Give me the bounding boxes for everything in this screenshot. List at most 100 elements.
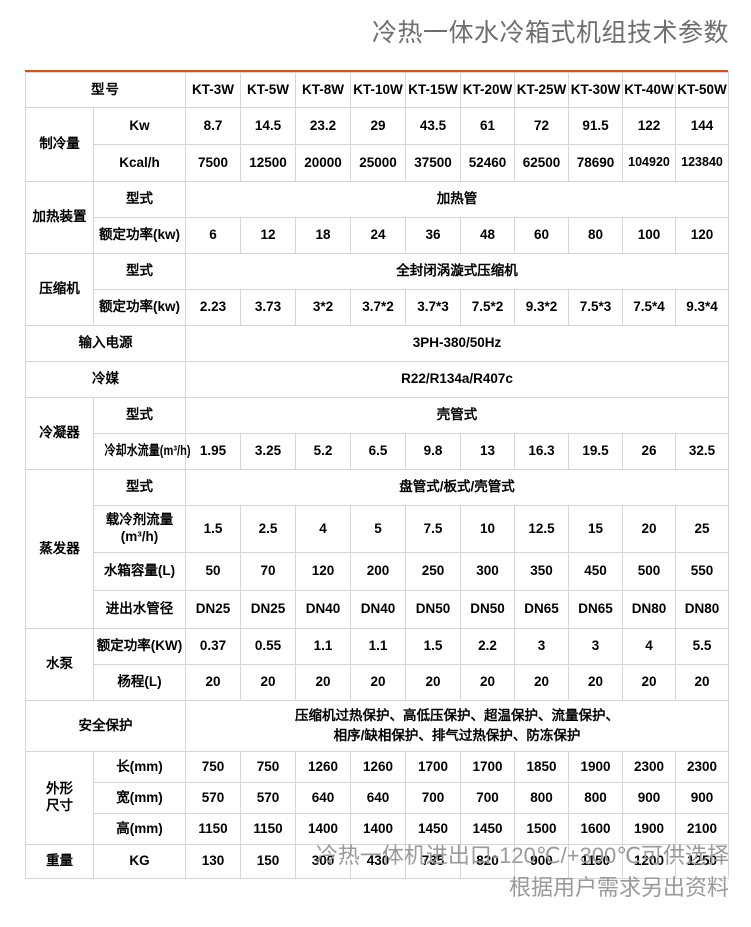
cell-length-7: 1900	[568, 751, 623, 783]
cell-condenser-flow-9: 32.5	[675, 433, 729, 470]
cell-heater-type-merged: 加热管	[185, 181, 729, 218]
group-label-weight: 重量	[25, 844, 94, 879]
cell-evaporator-flow-5: 10	[460, 505, 515, 553]
cell-compressor-power-8: 7.5*4	[622, 289, 676, 326]
table-row-input-power: 输入电源 3PH-380/50Hz	[25, 325, 729, 362]
cell-pump-head-3: 20	[350, 664, 406, 701]
row-label-heater-type: 型式	[93, 181, 186, 218]
table-row-pump-power: 水泵 额定功率(KW) 0.37 0.55 1.1 1.1 1.5 2.2 3 …	[25, 628, 729, 701]
table-row-compressor-power: 额定功率(kw) 2.23 3.73 3*2 3.7*2 3.7*3 7.5*2…	[26, 289, 729, 326]
cell-compressor-power-9: 9.3*4	[675, 289, 729, 326]
cell-condenser-flow-8: 26	[622, 433, 676, 470]
table-row-refrigerant: 冷媒 R22/R134a/R407c	[25, 361, 729, 398]
cell-pump-power-5: 2.2	[460, 628, 515, 665]
cell-height-7: 1600	[568, 813, 623, 845]
cell-condenser-type-merged: 壳管式	[185, 397, 729, 434]
cell-pipe-diameter-6: DN65	[514, 590, 569, 629]
header-model-kt-5w: KT-5W	[240, 72, 296, 108]
cell-compressor-power-4: 3.7*3	[405, 289, 461, 326]
cell-evaporator-flow-1: 2.5	[240, 505, 296, 553]
cell-cooling-kw-1: 14.5	[240, 107, 296, 145]
cell-safety-line2: 相序/缺相保护、排气过热保护、防冻保护	[333, 728, 581, 743]
cell-tank-capacity-6: 350	[514, 552, 569, 591]
cell-safety-merged: 压缩机过热保护、高低压保护、超温保护、流量保护、 相序/缺相保护、排气过热保护、…	[185, 700, 729, 752]
cell-condenser-flow-2: 5.2	[295, 433, 351, 470]
cell-pump-power-7: 3	[568, 628, 623, 665]
cell-compressor-power-2: 3*2	[295, 289, 351, 326]
cell-pump-head-9: 20	[675, 664, 729, 701]
group-label-cooling-capacity: 制冷量	[25, 107, 94, 182]
row-label-weight-kg: KG	[93, 844, 186, 879]
row-label-evaporator-type: 型式	[93, 469, 186, 506]
cell-length-1: 750	[240, 751, 296, 783]
cell-pump-head-8: 20	[622, 664, 676, 701]
row-label-tank-capacity: 水箱容量(L)	[93, 552, 186, 591]
row-label-safety: 安全保护	[25, 700, 186, 752]
cell-width-1: 570	[240, 782, 296, 814]
cell-weight-7: 1150	[568, 844, 623, 879]
row-label-pump-head: 杨程(L)	[93, 664, 186, 701]
cell-evaporator-flow-7: 15	[568, 505, 623, 553]
table-row-cooling-kcal: Kcal/h 7500 12500 20000 25000 37500 5246…	[26, 144, 729, 182]
cell-length-3: 1260	[350, 751, 406, 783]
cell-cooling-kcal-1: 12500	[240, 144, 296, 182]
cell-height-3: 1400	[350, 813, 406, 845]
cell-pump-head-0: 20	[185, 664, 241, 701]
cell-pump-head-6: 20	[514, 664, 569, 701]
cell-length-2: 1260	[295, 751, 351, 783]
cell-cooling-kcal-3: 25000	[350, 144, 406, 182]
cell-tank-capacity-2: 120	[295, 552, 351, 591]
cell-width-6: 800	[514, 782, 569, 814]
cell-length-5: 1700	[460, 751, 515, 783]
cell-cooling-kcal-8: 104920	[622, 144, 676, 182]
cell-weight-5: 820	[460, 844, 515, 879]
cell-evaporator-type-merged: 盘管式/板式/壳管式	[185, 469, 729, 506]
header-model-kt-50w: KT-50W	[675, 72, 729, 108]
cell-length-9: 2300	[675, 751, 729, 783]
table-row-compressor-type: 压缩机 型式 全封闭涡漩式压缩机	[25, 253, 729, 326]
cell-pump-power-0: 0.37	[185, 628, 241, 665]
cell-length-6: 1850	[514, 751, 569, 783]
cell-pump-head-4: 20	[405, 664, 461, 701]
cell-weight-9: 1250	[675, 844, 729, 879]
table-row-heater-power: 额定功率(kw) 6 12 18 24 36 48 60 80 100 120	[26, 217, 729, 254]
row-label-condenser-flow-text: 冷却水流量(m³/h)	[104, 443, 191, 459]
header-model-kt-10w: KT-10W	[350, 72, 406, 108]
header-model-kt-40w: KT-40W	[622, 72, 676, 108]
cell-tank-capacity-3: 200	[350, 552, 406, 591]
cell-cooling-kw-6: 72	[514, 107, 569, 145]
cell-heater-power-1: 12	[240, 217, 296, 254]
cell-cooling-kw-5: 61	[460, 107, 515, 145]
table-row-cooling-kw: 制冷量 Kw 8.7 14.5 23.2 29 43.5 61 72 91.5 …	[25, 107, 729, 182]
cell-condenser-flow-6: 16.3	[514, 433, 569, 470]
cell-evaporator-flow-3: 5	[350, 505, 406, 553]
table-row-evaporator-type: 蒸发器 型式 盘管式/板式/壳管式	[25, 469, 729, 629]
cell-pump-power-3: 1.1	[350, 628, 406, 665]
row-label-condenser-flow: 冷却水流量(m³/h)	[93, 433, 191, 470]
cell-cooling-kw-8: 122	[622, 107, 676, 145]
cell-weight-0: 130	[185, 844, 241, 879]
cell-pump-power-2: 1.1	[295, 628, 351, 665]
table-row-width: 宽(mm) 570 570 640 640 700 700 800 800 90…	[26, 782, 729, 814]
cell-pipe-diameter-0: DN25	[185, 590, 241, 629]
cell-length-0: 750	[185, 751, 241, 783]
group-label-compressor: 压缩机	[25, 253, 94, 326]
cell-heater-power-6: 60	[514, 217, 569, 254]
cell-width-8: 900	[622, 782, 676, 814]
row-label-length: 长(mm)	[93, 751, 186, 783]
spec-table-container: 型号 KT-3W KT-5W KT-8W KT-10W KT-15W KT-20…	[25, 70, 729, 879]
row-label-width: 宽(mm)	[93, 782, 186, 814]
row-label-heater-power: 额定功率(kw)	[93, 217, 186, 254]
row-label-compressor-type: 型式	[93, 253, 186, 290]
footer-note-line2: 根据用户需求另出资料	[508, 875, 729, 900]
cell-width-7: 800	[568, 782, 623, 814]
group-label-dimensions: 外形 尺寸	[25, 751, 94, 845]
cell-heater-power-8: 100	[622, 217, 676, 254]
row-label-condenser-type: 型式	[93, 397, 186, 434]
cell-weight-6: 900	[514, 844, 569, 879]
row-label-pump-power: 额定功率(KW)	[93, 628, 186, 665]
group-label-water-pump: 水泵	[25, 628, 94, 701]
row-label-pipe-diameter: 进出水管径	[93, 590, 186, 629]
cell-compressor-power-5: 7.5*2	[460, 289, 515, 326]
group-label-heating-device: 加热装置	[25, 181, 94, 254]
